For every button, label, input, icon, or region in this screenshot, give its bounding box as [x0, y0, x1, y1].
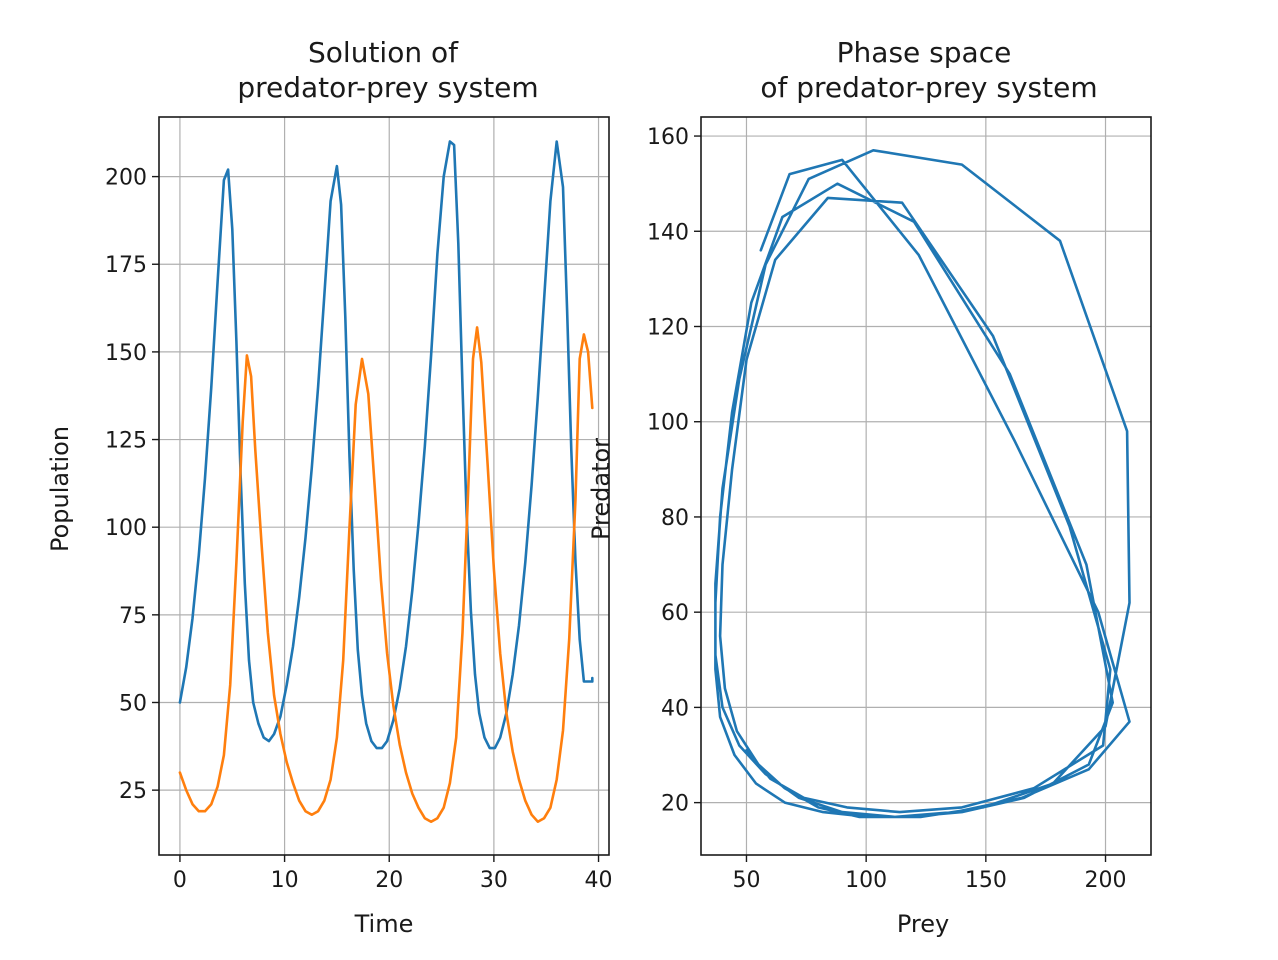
left-y-tick-label: 50 — [119, 691, 147, 716]
left-y-tick-label: 75 — [119, 604, 147, 629]
left-x-tick-label: 10 — [271, 868, 299, 893]
left-y-tick-label: 25 — [119, 779, 147, 804]
right-series-phase-trajectory — [714, 149, 1131, 819]
right-y-tick-label: 60 — [661, 601, 689, 626]
left-title-line-1: Solution of — [308, 36, 459, 69]
left-series-predator — [178, 326, 594, 824]
right-ylabel: Predator — [587, 438, 615, 540]
right-x-tick-label: 100 — [845, 868, 887, 893]
left-y-tick-label: 150 — [105, 341, 147, 366]
left-y-tick-label: 100 — [105, 516, 147, 541]
left-x-tick-label: 40 — [585, 868, 613, 893]
right-y-tick-label: 120 — [647, 315, 689, 340]
right-axes-frame — [700, 116, 1152, 856]
right-x-tick-label: 200 — [1085, 868, 1127, 893]
right-xlabel: Prey — [897, 910, 949, 938]
right-x-tick-label: 50 — [732, 868, 760, 893]
left-ticks: 0 10 20 30 40 25 50 75 100 125 150 175 200 — [105, 166, 613, 893]
right-y-tick-label: 140 — [647, 220, 689, 245]
right-series-lines — [714, 149, 1131, 819]
left-title-line-2: predator-prey system — [237, 71, 538, 104]
left-xlabel: Time — [354, 910, 414, 938]
right-ticks: 50 100 150 200 20 40 60 80 100 120 140 160 — [647, 125, 1127, 893]
right-y-tick-label: 20 — [661, 792, 689, 817]
left-ylabel: Population — [46, 426, 74, 552]
right-y-tick-label: 160 — [647, 125, 689, 150]
left-x-tick-label: 30 — [480, 868, 508, 893]
time-series-plot: Solution of predator-prey system 0 10 20 30… — [46, 36, 613, 938]
left-y-tick-label: 200 — [105, 166, 147, 191]
right-y-tick-label: 80 — [661, 506, 689, 531]
left-y-tick-label: 125 — [105, 429, 147, 454]
phase-space-plot: Phase space of predator-prey system 50 10… — [587, 36, 1152, 938]
right-title-line-1: Phase space — [837, 36, 1012, 69]
left-axes-frame — [158, 116, 610, 856]
right-y-tick-label: 40 — [661, 696, 689, 721]
left-series-lines — [178, 140, 594, 824]
left-x-tick-label: 0 — [173, 868, 187, 893]
right-y-tick-label: 100 — [647, 411, 689, 436]
left-x-tick-label: 20 — [375, 868, 403, 893]
left-y-tick-label: 175 — [105, 253, 147, 278]
right-x-tick-label: 150 — [965, 868, 1007, 893]
right-title-line-2: of predator-prey system — [760, 71, 1097, 104]
left-series-prey — [178, 140, 594, 750]
